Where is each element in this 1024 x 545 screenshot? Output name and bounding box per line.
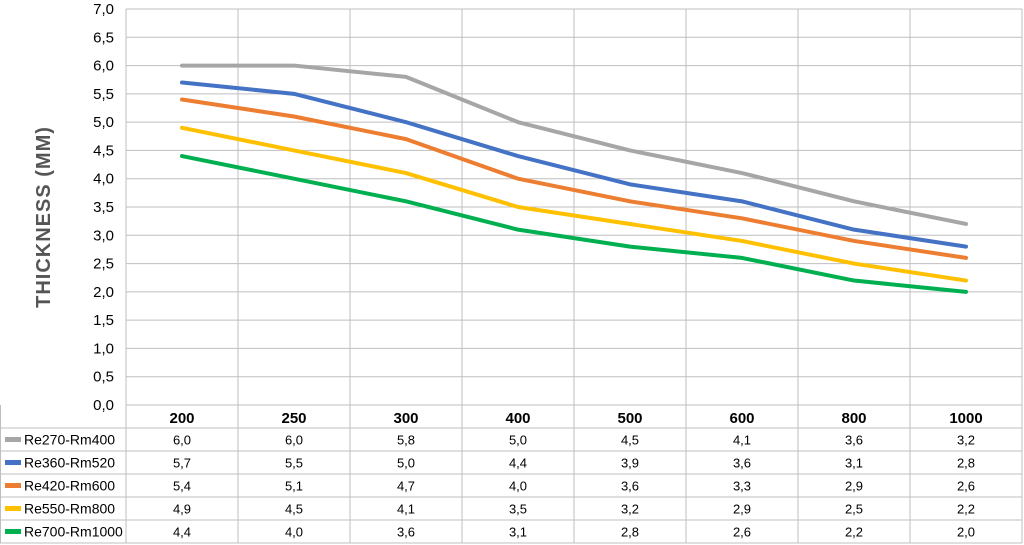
table-cell: 3,6 [397,525,415,540]
x-tick-label: 400 [505,410,530,427]
table-cell: 2,9 [733,502,751,517]
table-cell: 3,9 [621,456,639,471]
series-name: Re270-Rm400 [24,432,115,448]
y-tick-label: 0,0 [93,397,114,414]
y-tick-label: 2,5 [93,256,114,273]
y-tick-label: 3,5 [93,199,114,216]
table-cell: 2,9 [845,479,863,494]
table-cell: 4,1 [397,502,415,517]
table-cell: 2,6 [733,525,751,540]
series-line [180,154,968,294]
series-line [180,97,968,260]
series-name: Re550-Rm800 [24,501,115,517]
table-cell: 2,0 [957,525,975,540]
table-cell: 5,7 [173,456,191,471]
table-cell: 2,2 [845,525,863,540]
y-tick-label: 0,5 [93,369,114,386]
table-cell: 4,7 [397,479,415,494]
y-tick-label: 3,0 [93,227,114,244]
y-tick-label: 7,0 [93,1,114,18]
series-name: Re420-Rm600 [24,478,115,494]
table-cell: 3,1 [845,456,863,471]
table-cell: 5,0 [397,456,415,471]
y-tick-label: 5,5 [93,86,114,103]
table-cell: 2,6 [957,479,975,494]
series-line [180,80,968,249]
table-cell: 6,0 [173,433,191,448]
table-cell: 4,1 [733,433,751,448]
y-axis-title: THICKNESS (MM) [33,126,55,308]
data-table: 200 250 300 400 500 600 800 1000 Re270-Rm400 6,0 6… [5,410,983,540]
table-cell: 4,4 [173,525,191,540]
table-cell: 4,5 [621,433,639,448]
table-cell: 2,8 [957,456,975,471]
table-cell: 3,1 [509,525,527,540]
table-cell: 5,1 [285,479,303,494]
x-tick-label: 250 [281,410,306,427]
x-tick-label: 800 [841,410,866,427]
y-tick-label: 6,0 [93,58,114,75]
series-line [180,63,968,226]
x-tick-label: 600 [729,410,754,427]
table-cell: 4,4 [509,456,527,471]
table-cell: 3,5 [509,502,527,517]
series-name: Re700-Rm1000 [24,524,123,540]
y-tick-label: 4,0 [93,171,114,188]
table-cell: 2,8 [621,525,639,540]
table-cell: 2,2 [957,502,975,517]
table-cell: 4,0 [509,479,527,494]
table-cell: 3,2 [621,502,639,517]
x-tick-label: 1000 [949,410,982,427]
table-cell: 3,6 [733,456,751,471]
table-cell: 4,9 [173,502,191,517]
y-tick-label: 4,5 [93,142,114,159]
y-axis-ticks: 0,0 0,5 1,0 1,5 2,0 2,5 3,0 3,5 4,0 4,5 5,0 5,5 6,0 6… [93,1,114,414]
table-cell: 4,0 [285,525,303,540]
table-cell: 5,8 [397,433,415,448]
table-cell: 3,3 [733,479,751,494]
x-tick-label: 200 [169,410,194,427]
series-name: Re360-Rm520 [24,455,115,471]
y-tick-label: 6,5 [93,29,114,46]
table-cell: 4,5 [285,502,303,517]
table-cell: 5,4 [173,479,191,494]
y-tick-label: 1,0 [93,340,114,357]
table-cell: 5,0 [509,433,527,448]
table-cell: 5,5 [285,456,303,471]
table-cell: 3,6 [621,479,639,494]
table-cell: 2,5 [845,502,863,517]
y-tick-label: 1,5 [93,312,114,329]
y-tick-label: 2,0 [93,284,114,301]
table-cell: 3,6 [845,433,863,448]
x-tick-label: 500 [617,410,642,427]
x-tick-label: 300 [393,410,418,427]
series-line [180,125,968,283]
table-cell: 3,2 [957,433,975,448]
series-lines [180,63,968,294]
y-tick-label: 5,0 [93,114,114,131]
table-cell: 6,0 [285,433,303,448]
